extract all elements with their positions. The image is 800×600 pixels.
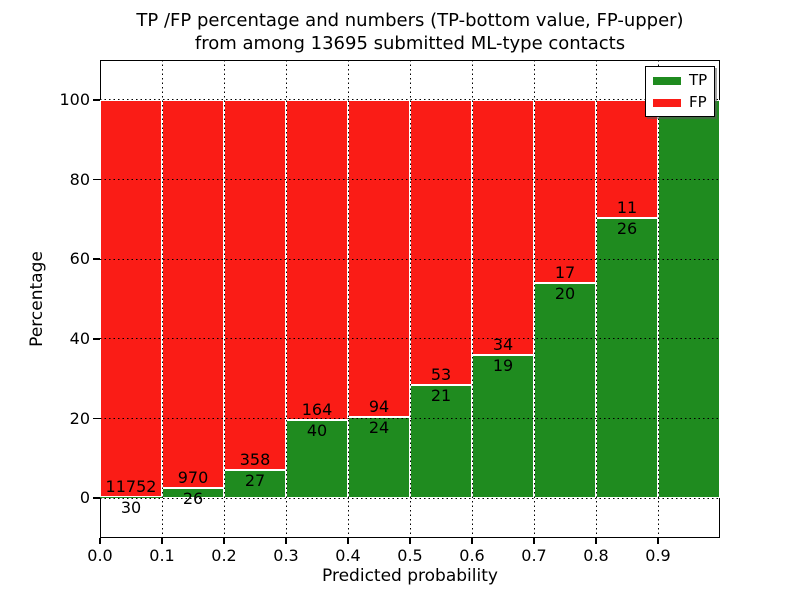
gridline-vertical <box>471 60 473 538</box>
legend-item-tp: TP <box>653 73 707 88</box>
y-tick-mark <box>93 99 100 101</box>
bar-fp-segment <box>596 99 658 219</box>
x-axis-label: Predicted probability <box>322 566 498 586</box>
plot-area: 11752 30 970 26 358 27 164 40 94 24 53 21 34 19 17 20 11… <box>100 60 720 538</box>
bar-fp-segment <box>162 99 224 488</box>
y-tick-label: 0 <box>79 488 90 508</box>
y-tick-mark <box>93 178 100 181</box>
bar-tp-count-label: 20 <box>554 283 576 303</box>
x-tick-mark <box>471 538 473 544</box>
gridline-vertical <box>657 60 659 538</box>
x-tick-label: 0.6 <box>459 546 485 565</box>
legend: TP FP <box>645 66 715 117</box>
x-tick-label: 0.2 <box>211 546 237 565</box>
bar-fp-count-label: 34 <box>492 335 514 355</box>
x-tick-mark <box>347 538 349 544</box>
bar-tp-segment <box>596 218 658 499</box>
chart-title: TP /FP percentage and numbers (TP-bottom… <box>90 9 730 55</box>
legend-swatch-fp-icon <box>653 98 681 107</box>
gridline-vertical <box>285 60 287 538</box>
x-tick-mark <box>99 538 101 544</box>
x-tick-mark <box>409 538 411 544</box>
x-tick-label: 0.1 <box>149 546 175 565</box>
y-tick-mark <box>93 417 100 420</box>
bar-tp-count-label: 19 <box>492 356 514 376</box>
bar-tp-count-label: 26 <box>182 488 204 508</box>
bar-tp-count-label: 26 <box>616 219 638 239</box>
chart-title-line1: TP /FP percentage and numbers (TP-bottom… <box>136 10 684 31</box>
legend-label-fp: FP <box>689 93 707 111</box>
bar-fp-count-label: 358 <box>239 450 271 470</box>
bar-fp-segment <box>224 99 286 471</box>
legend-label-tp: TP <box>689 71 708 89</box>
bar-fp-segment <box>410 99 472 386</box>
gridline-vertical <box>409 60 411 538</box>
chart-title-line2: from among 13695 submitted ML-type conta… <box>194 33 626 54</box>
x-tick-label: 0.8 <box>583 546 609 565</box>
y-tick-mark <box>93 497 100 499</box>
bar-tp-count-label: 27 <box>244 471 266 491</box>
x-tick-mark <box>285 538 287 544</box>
x-tick-mark <box>595 538 597 544</box>
bar-tp-segment <box>100 497 162 499</box>
x-tick-mark <box>533 538 535 544</box>
legend-swatch-tp-icon <box>653 76 681 85</box>
gridline-vertical <box>595 60 597 538</box>
gridline-vertical <box>223 60 225 538</box>
bar-tp-count-label: 30 <box>120 498 142 518</box>
bar-fp-count-label: 970 <box>177 467 209 487</box>
y-axis-label: Percentage <box>27 251 47 347</box>
y-tick-label: 40 <box>69 328 90 348</box>
bar-fp-count-label: 164 <box>301 400 333 420</box>
y-tick-mark <box>93 338 100 340</box>
gridline-vertical <box>347 60 349 538</box>
bar-tp-segment <box>534 282 596 499</box>
bar-tp-count-label: 40 <box>306 421 328 441</box>
y-tick-label: 80 <box>69 169 90 189</box>
y-tick-label: 20 <box>69 408 90 428</box>
x-tick-label: 0.3 <box>273 546 299 565</box>
gridline-vertical <box>161 60 163 538</box>
x-tick-mark <box>657 538 659 544</box>
bar-tp-count-label: 24 <box>368 418 390 438</box>
bar-fp-segment <box>286 99 348 421</box>
gridline-vertical <box>533 60 535 538</box>
x-tick-label: 0.9 <box>645 546 671 565</box>
bar-fp-count-label: 11 <box>616 198 638 218</box>
y-tick-label: 100 <box>59 89 90 109</box>
legend-item-fp: FP <box>653 95 707 110</box>
bar-tp-count-label: 21 <box>430 386 452 406</box>
x-tick-label: 0.4 <box>335 546 361 565</box>
x-tick-mark <box>223 538 225 544</box>
x-tick-label: 0.5 <box>397 546 423 565</box>
bar-fp-count-label: 53 <box>430 365 452 385</box>
bar-tp-segment <box>348 417 410 499</box>
bar-tp-segment <box>472 355 534 499</box>
y-tick-label: 60 <box>69 249 90 269</box>
x-tick-label: 0.0 <box>87 546 113 565</box>
bar-fp-count-label: 94 <box>368 397 390 417</box>
x-tick-label: 0.7 <box>521 546 547 565</box>
bar-fp-segment <box>534 99 596 283</box>
y-tick-mark <box>93 258 100 260</box>
x-tick-mark <box>161 538 163 544</box>
bar-fp-segment <box>348 99 410 418</box>
bar-fp-count-label: 17 <box>554 262 576 282</box>
bar-tp-segment <box>658 99 720 499</box>
bar-fp-segment <box>472 99 534 356</box>
bar-fp-count-label: 11752 <box>105 477 157 497</box>
bar-fp-segment <box>100 99 162 498</box>
